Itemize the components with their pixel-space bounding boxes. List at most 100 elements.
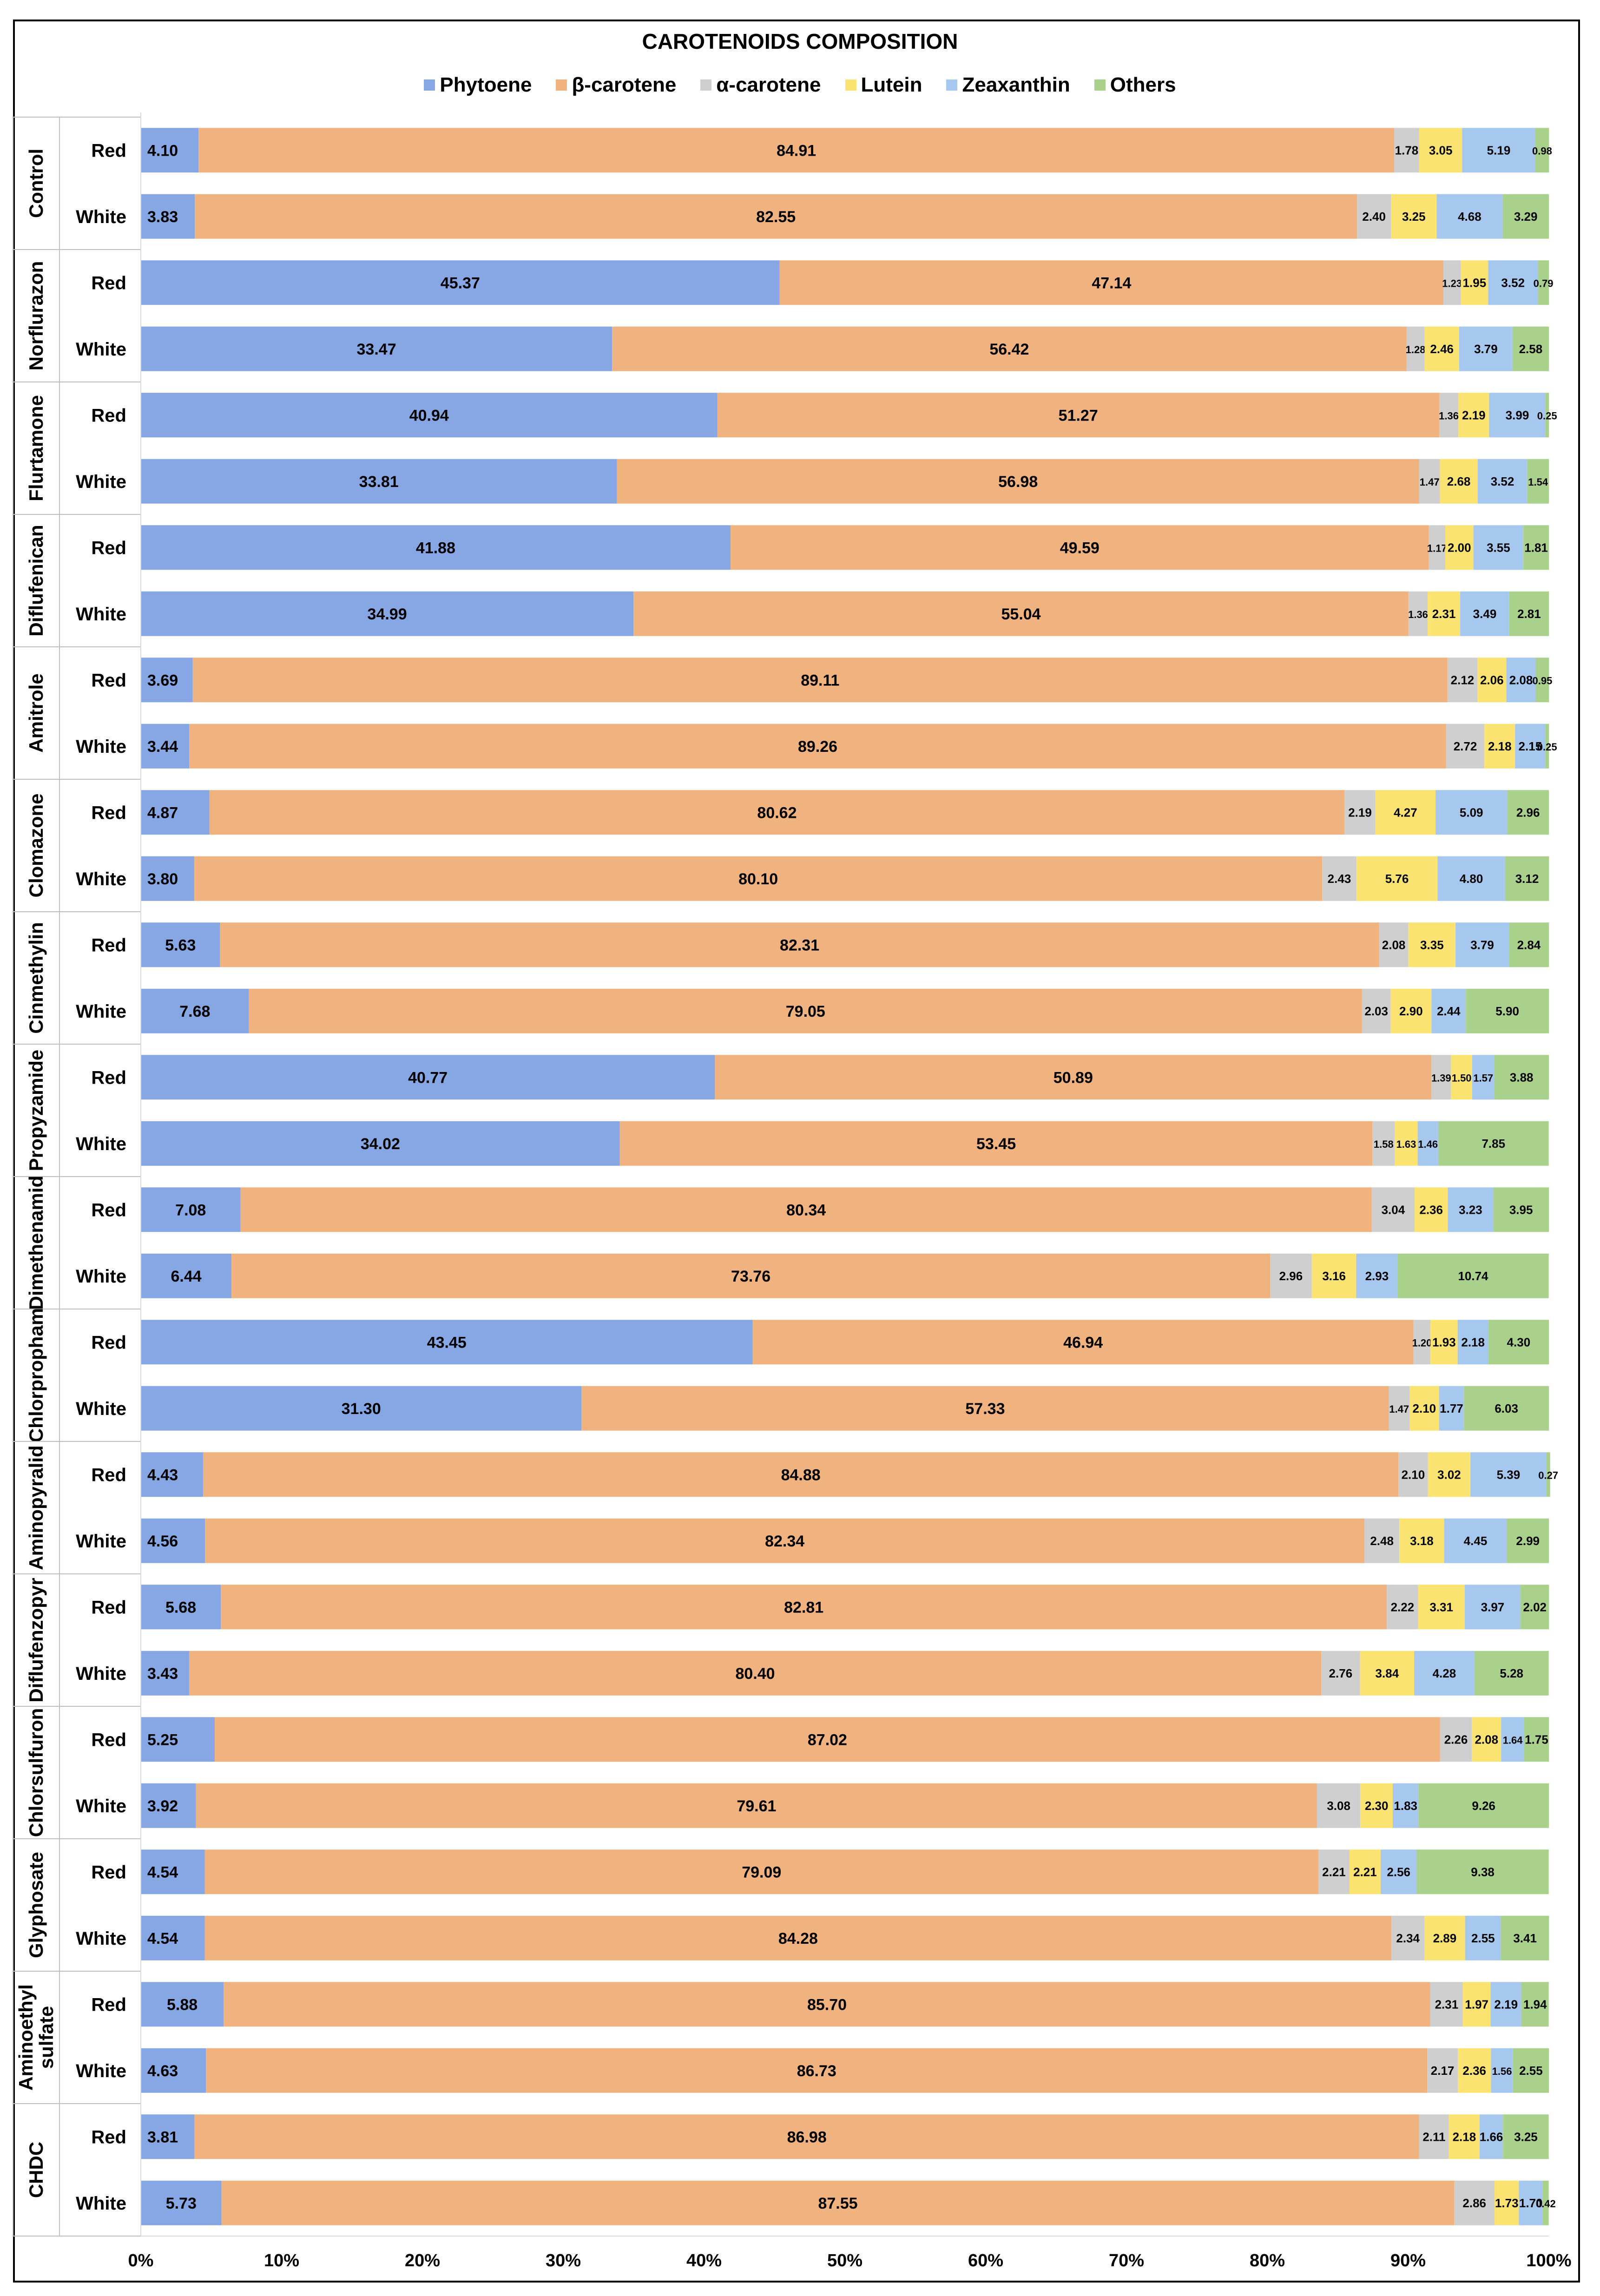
bar-segment-zeaxanthin bbox=[1437, 856, 1505, 901]
bar-segment-alpha-carotene bbox=[1413, 1320, 1431, 1365]
data-label: 2.36 bbox=[1462, 2064, 1486, 2078]
bar-segment-zeaxanthin bbox=[1470, 1452, 1547, 1497]
data-label: 2.00 bbox=[1448, 540, 1471, 554]
data-label: 3.55 bbox=[1487, 540, 1510, 554]
data-label: 5.88 bbox=[167, 1996, 198, 2013]
bar-segment-others bbox=[1397, 1253, 1549, 1298]
bar-segment-phytoene bbox=[141, 1982, 224, 2027]
data-label: 89.26 bbox=[798, 738, 837, 756]
data-label: 6.03 bbox=[1495, 1401, 1518, 1415]
bar-segment-others bbox=[1535, 658, 1549, 703]
row-label-cell bbox=[59, 1706, 141, 1839]
group-label: Flurtamone bbox=[25, 395, 47, 501]
bar-segment-beta-carotene bbox=[204, 1915, 1392, 1960]
data-label: 2.06 bbox=[1480, 673, 1504, 687]
bar-segment-beta-carotene bbox=[215, 1717, 1440, 1762]
bar-segment-alpha-carotene bbox=[1394, 128, 1419, 173]
group-label: Aminopyralid bbox=[25, 1445, 47, 1570]
bar-segment-beta-carotene bbox=[203, 1452, 1399, 1497]
data-label: 3.43 bbox=[147, 1665, 178, 1683]
bar-segment-others bbox=[1418, 1783, 1549, 1828]
bar-segment-lutein bbox=[1414, 1187, 1448, 1232]
bar-segment-phytoene bbox=[141, 1849, 205, 1895]
bar-segment-others bbox=[1509, 591, 1549, 636]
data-label: 2.93 bbox=[1365, 1269, 1389, 1283]
data-label: 5.28 bbox=[1500, 1666, 1523, 1680]
row-label: White bbox=[76, 1134, 126, 1154]
data-label: 6.44 bbox=[171, 1268, 201, 1285]
data-label: 2.26 bbox=[1444, 1732, 1468, 1746]
bar-segment-others bbox=[1502, 194, 1549, 239]
row-label-cell bbox=[59, 1309, 141, 1442]
row-label: Red bbox=[91, 2127, 126, 2147]
bar-segment-zeaxanthin bbox=[1472, 1055, 1495, 1100]
bar-segment-phytoene bbox=[141, 525, 731, 570]
row-label: Red bbox=[91, 405, 126, 426]
data-label: 3.02 bbox=[1437, 1467, 1461, 1481]
data-label: 3.04 bbox=[1382, 1203, 1405, 1217]
bar-segment-zeaxanthin bbox=[1435, 790, 1508, 835]
bar-segment-alpha-carotene bbox=[1357, 194, 1391, 239]
bar-segment-zeaxanthin bbox=[1439, 1386, 1464, 1431]
data-label: 34.02 bbox=[361, 1135, 400, 1153]
bar-segment-phytoene bbox=[141, 1717, 215, 1762]
bar-segment-others bbox=[1521, 1585, 1549, 1630]
bar-segment-phytoene bbox=[141, 326, 612, 371]
data-label: 3.29 bbox=[1514, 210, 1538, 224]
data-label: 10.74 bbox=[1458, 1269, 1488, 1283]
data-label: 2.17 bbox=[1431, 2064, 1455, 2078]
bar-segment-zeaxanthin bbox=[1473, 525, 1524, 570]
bar-segment-beta-carotene bbox=[221, 1585, 1387, 1630]
row-label: White bbox=[76, 1399, 126, 1419]
data-label: 2.19 bbox=[1494, 1997, 1518, 2011]
bar-segment-others bbox=[1505, 856, 1549, 901]
data-label: 73.76 bbox=[731, 1268, 770, 1285]
group-label: Diflufenican bbox=[25, 525, 47, 636]
legend-label: Phytoene bbox=[440, 73, 532, 96]
bar-segment-lutein bbox=[1408, 922, 1456, 967]
bar-segment-zeaxanthin bbox=[1519, 2180, 1543, 2225]
data-label: 1.57 bbox=[1473, 1072, 1493, 1084]
bar-segment-alpha-carotene bbox=[1406, 326, 1425, 371]
group-label: Norflurazon bbox=[25, 261, 47, 371]
legend-item-others: Others bbox=[1094, 73, 1176, 97]
bar-segment-alpha-carotene bbox=[1440, 1717, 1472, 1762]
bar-segment-lutein bbox=[1440, 459, 1478, 504]
data-label: 2.89 bbox=[1433, 1931, 1457, 1945]
bar-segment-lutein bbox=[1395, 1121, 1418, 1166]
data-label: 2.18 bbox=[1488, 739, 1512, 753]
bar-segment-zeaxanthin bbox=[1431, 988, 1466, 1033]
bar-segment-phytoene bbox=[141, 988, 249, 1033]
data-label: 4.30 bbox=[1507, 1335, 1531, 1349]
bar-segment-phytoene bbox=[141, 1320, 753, 1365]
data-label: 2.56 bbox=[1387, 1865, 1410, 1879]
bar-segment-alpha-carotene bbox=[1379, 922, 1409, 967]
data-label: 33.47 bbox=[357, 341, 396, 358]
data-label: 4.54 bbox=[147, 1863, 178, 1881]
data-label: 7.85 bbox=[1481, 1137, 1505, 1151]
data-label: 2.12 bbox=[1451, 673, 1475, 687]
legend-swatch bbox=[700, 79, 712, 91]
data-label: 57.33 bbox=[965, 1400, 1005, 1418]
row-label: White bbox=[76, 1928, 126, 1949]
group-label: Cinmethylin bbox=[25, 922, 47, 1033]
data-label: 4.45 bbox=[1464, 1534, 1488, 1548]
bar-segment-phytoene bbox=[141, 1253, 232, 1298]
data-label: 40.77 bbox=[408, 1069, 448, 1086]
bar-segment-zeaxanthin bbox=[1515, 724, 1546, 769]
bar-segment-others bbox=[1438, 1121, 1549, 1166]
bar-segment-beta-carotene bbox=[195, 194, 1357, 239]
data-label: 1.46 bbox=[1418, 1138, 1438, 1150]
data-label: 2.08 bbox=[1475, 1732, 1498, 1746]
legend-swatch bbox=[946, 79, 958, 91]
bar-segment-zeaxanthin bbox=[1477, 459, 1528, 504]
data-label: 4.68 bbox=[1458, 210, 1481, 224]
bar-segment-others bbox=[1503, 2114, 1549, 2159]
bar-segment-others bbox=[1512, 326, 1549, 371]
bar-segment-lutein bbox=[1428, 591, 1461, 636]
row-label-cell bbox=[59, 779, 141, 912]
bar-segment-others bbox=[1535, 128, 1549, 173]
data-label: 2.15 bbox=[1519, 739, 1542, 753]
bar-segment-alpha-carotene bbox=[1322, 856, 1356, 901]
